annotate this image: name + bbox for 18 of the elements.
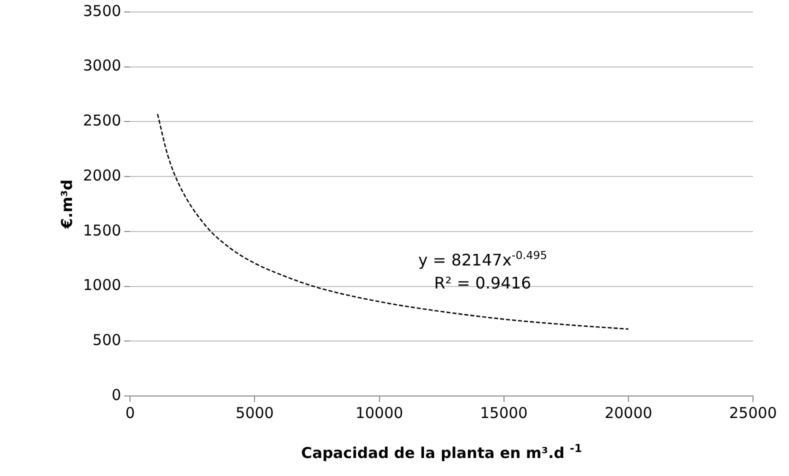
y-tick-label: 2500 [82,112,122,130]
y-tick-label: 500 [92,331,122,350]
y-axis-title: €.m³d [58,179,76,230]
y-tick-label: 1000 [82,276,122,294]
x-tick-label: 0 [125,404,135,422]
x-tick-label: 20000 [604,404,652,422]
annotation: R² = 0.9416 [434,273,532,292]
y-tick-label: 1500 [82,221,122,240]
x-axis-title: Capacidad de la planta en m³.d -1 [301,442,582,462]
x-tick-label: 10000 [355,404,404,422]
x-tick-label: 5000 [236,404,274,422]
y-tick-label: 3500 [82,2,122,20]
y-tick-label: 3000 [82,56,122,75]
line-series [156,113,630,330]
y-tick-label: 0 [112,386,122,404]
y-tick-label: 2000 [82,166,122,184]
x-tick-label: 25000 [729,404,777,422]
x-tick-label: 15000 [480,404,528,422]
